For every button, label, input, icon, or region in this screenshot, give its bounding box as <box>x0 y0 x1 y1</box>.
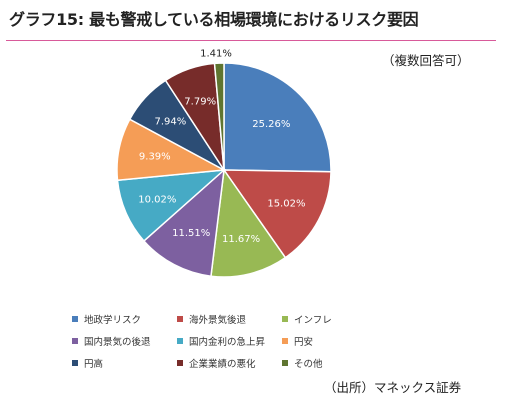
pie-data-label: 7.94% <box>155 116 187 127</box>
legend-item: 円安 <box>282 334 313 348</box>
pie-slices <box>116 62 332 278</box>
pie-data-label: 9.39% <box>139 152 171 163</box>
pie-slice <box>213 62 225 171</box>
legend-label: 地政学リスク <box>84 315 142 326</box>
legend-item: 企業業績の悪化 <box>177 356 256 370</box>
legend-label: インフレ <box>294 315 332 326</box>
pie-data-label: 11.67% <box>222 234 260 245</box>
pie-data-label: 11.51% <box>172 228 210 239</box>
legend-label: 円安 <box>294 337 314 348</box>
pie-slice <box>222 169 332 259</box>
pie-slice <box>210 167 287 278</box>
legend-swatch <box>72 338 78 344</box>
pie-data-label: 10.02% <box>138 195 176 206</box>
legend-item: インフレ <box>282 312 332 326</box>
legend-item: 地政学リスク <box>72 312 141 326</box>
legend-item: 海外景気後退 <box>177 312 246 326</box>
pie-slice <box>142 168 225 278</box>
legend-label: 国内金利の急上昇 <box>189 337 266 348</box>
pie-slice <box>223 62 332 173</box>
legend-swatch <box>177 338 183 344</box>
legend-label: その他 <box>294 359 323 370</box>
pie-data-label: 25.26% <box>252 119 290 130</box>
legend-swatch <box>282 316 288 322</box>
pie-data-label: 1.41% <box>200 49 232 60</box>
legend-label: 円高 <box>84 359 104 370</box>
legend-swatch <box>72 316 78 322</box>
chart-title: グラフ15: 最も警戒している相場環境におけるリスク要因 <box>9 10 419 29</box>
legend-swatch <box>282 338 288 344</box>
pie-data-label: 7.79% <box>184 97 216 108</box>
legend-item: その他 <box>282 356 323 370</box>
legend-label: 国内景気の後退 <box>84 337 151 348</box>
legend-label: 企業業績の悪化 <box>189 359 256 370</box>
source-note: （出所）マネックス証券 <box>324 380 462 395</box>
legend-item: 国内金利の急上昇 <box>177 334 265 348</box>
legend-label: 海外景気後退 <box>189 315 247 326</box>
legend-swatch <box>72 360 78 366</box>
pie-data-labels: 25.26% 15.02% 11.67% 11.51% 10.02% 9.39% 7.94%… <box>138 49 305 246</box>
chart-note: （複数回答可） <box>382 53 470 68</box>
title-divider <box>6 40 496 41</box>
legend-item: 円高 <box>72 356 103 370</box>
legend-swatch <box>177 360 183 366</box>
legend-item: 国内景気の後退 <box>72 334 151 348</box>
legend-swatch <box>177 316 183 322</box>
legend-swatch <box>282 360 288 366</box>
pie-data-label: 15.02% <box>267 199 305 210</box>
